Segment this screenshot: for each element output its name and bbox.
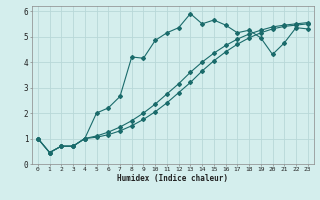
X-axis label: Humidex (Indice chaleur): Humidex (Indice chaleur) — [117, 174, 228, 183]
